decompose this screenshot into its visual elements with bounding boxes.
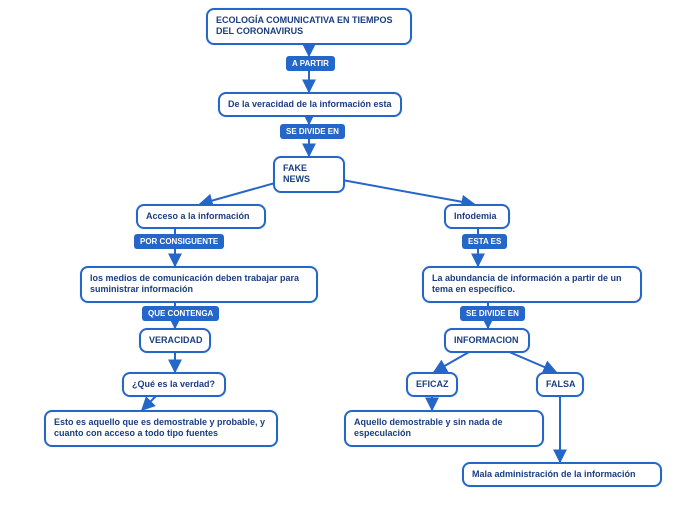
- node-aquello: Aquello demostrable y sin nada de especu…: [344, 410, 544, 447]
- node-demostrable: Esto es aquello que es demostrable y pro…: [44, 410, 278, 447]
- node-veracidad: VERACIDAD: [139, 328, 211, 353]
- node-fake-news: FAKE NEWS: [273, 156, 345, 193]
- node-medios: los medios de comunicación deben trabaja…: [80, 266, 318, 303]
- node-infodemia: Infodemia: [444, 204, 510, 229]
- node-abundancia: La abundancia de información a partir de…: [422, 266, 642, 303]
- link-se-divide-1: SE DIVIDE EN: [280, 124, 345, 139]
- link-que-contenga: QUE CONTENGA: [142, 306, 219, 321]
- node-veracidad-info: De la veracidad de la información esta: [218, 92, 402, 117]
- link-se-divide-2: SE DIVIDE EN: [460, 306, 525, 321]
- flowchart-canvas: { "colors": { "node_border": "#2566c9", …: [0, 0, 696, 520]
- node-verdad: ¿Qué es la verdad?: [122, 372, 226, 397]
- node-eficaz: EFICAZ: [406, 372, 458, 397]
- link-por-consiguiente: POR CONSIGUENTE: [134, 234, 224, 249]
- link-esta-es: ESTA ES: [462, 234, 507, 249]
- node-mala: Mala administración de la información: [462, 462, 662, 487]
- node-acceso: Acceso a la información: [136, 204, 266, 229]
- node-informacion: INFORMACION: [444, 328, 530, 353]
- node-falsa: FALSA: [536, 372, 584, 397]
- node-root: ECOLOGÍA COMUNICATIVA EN TIEMPOS DEL COR…: [206, 8, 412, 45]
- link-a-partir: A PARTIR: [286, 56, 335, 71]
